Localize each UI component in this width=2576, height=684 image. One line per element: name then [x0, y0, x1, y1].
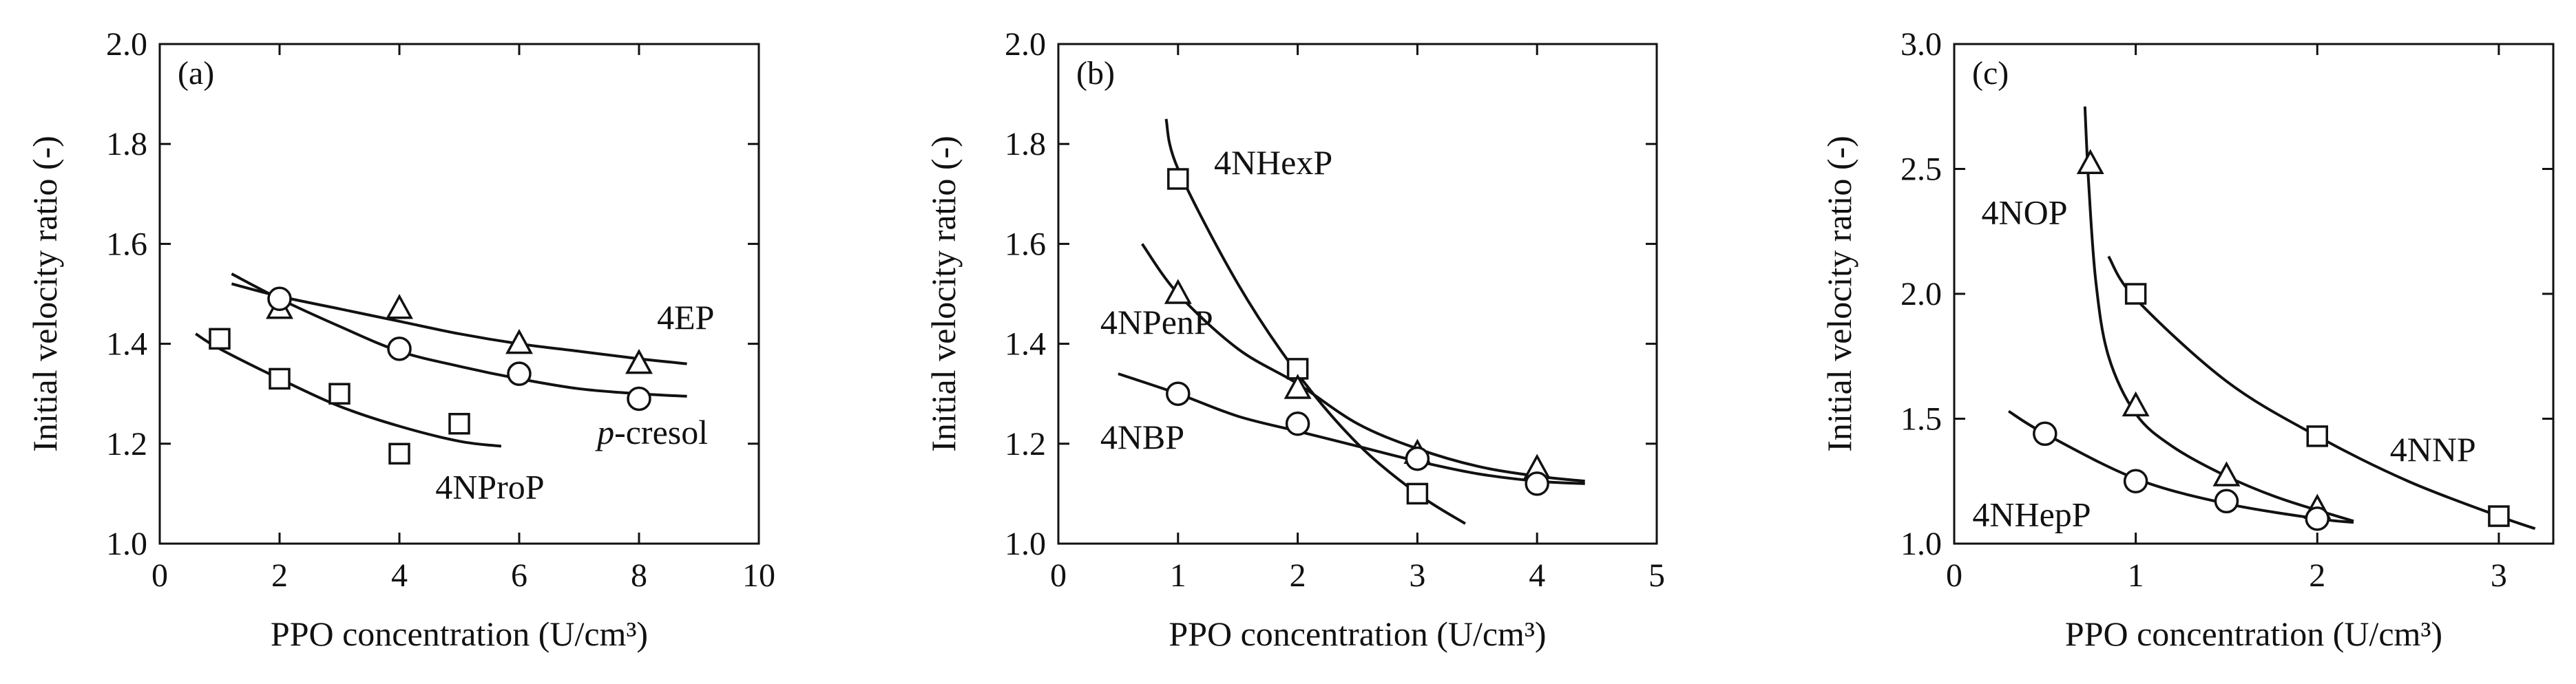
panel-label: (c): [1972, 55, 2009, 92]
data-point-4NHepP: [2123, 469, 2148, 493]
y-tick-label: 1.0: [1005, 526, 1046, 562]
series-label-4EP: 4EP: [657, 298, 714, 336]
data-point-4NProP: [448, 413, 470, 435]
x-tick-label: 0: [151, 557, 168, 594]
data-point-4NHepP: [2305, 506, 2330, 531]
data-point-4EP: [505, 328, 533, 354]
data-point-4NHepP: [2214, 489, 2239, 514]
x-axis-title: PPO concentration (U/cm³): [1169, 614, 1546, 653]
y-tick-label: 1.2: [1005, 426, 1046, 462]
data-point-4NOP: [2212, 461, 2241, 487]
x-tick-label: 2: [271, 557, 288, 594]
fit-curve-4NNP: [2107, 255, 2536, 531]
series-label-4NOP: 4NOP: [1982, 193, 2068, 231]
data-point-p-cresol: [627, 386, 651, 412]
y-tick-label: 1.2: [106, 426, 147, 462]
x-tick-label: 4: [391, 557, 408, 594]
y-tick-label: 2.0: [106, 26, 147, 63]
data-point-4EP: [386, 294, 413, 319]
y-tick-label: 3.0: [1900, 26, 1942, 63]
data-point-p-cresol: [507, 361, 532, 386]
x-tick-label: 0: [1050, 557, 1067, 594]
x-tick-label: 0: [1946, 557, 1962, 594]
x-tick-label: 2: [1290, 557, 1306, 594]
data-point-4NNP: [2306, 425, 2329, 447]
data-point-4NProP: [328, 383, 350, 405]
x-tick-label: 4: [1529, 557, 1545, 594]
fit-curve-4NPenP: [1141, 243, 1585, 483]
x-tick-label: 5: [1648, 557, 1665, 594]
series-label-4NNP: 4NNP: [2390, 430, 2476, 469]
y-tick-label: 2.5: [1900, 151, 1942, 188]
x-tick-label: 2: [2309, 557, 2325, 594]
fit-curve-4EP: [231, 282, 687, 365]
panel-c: 0 1 2 3 1.0 1.5 2.0 2.5 3.0 PPO concentration (U/…: [1820, 26, 2555, 653]
series-label-4NHepP: 4NHepP: [1972, 495, 2091, 534]
x-tick-label: 8: [631, 557, 647, 594]
data-point-p-cresol: [267, 286, 292, 312]
series-label-4NHexP: 4NHexP: [1214, 143, 1332, 182]
y-tick-label: 1.0: [106, 526, 147, 562]
data-point-4EP: [625, 349, 653, 374]
data-point-4NOP: [2076, 149, 2104, 174]
data-point-4NPenP: [1164, 279, 1192, 304]
data-point-4NHepP: [2033, 421, 2057, 447]
fit-curve-4NBP: [1118, 372, 1585, 485]
x-tick-label: 10: [742, 557, 775, 594]
data-point-4NPenP: [1284, 374, 1312, 399]
y-tick-label: 1.5: [1900, 401, 1942, 438]
y-tick-label: 2.0: [1005, 26, 1046, 63]
plot-frame: [158, 43, 760, 545]
y-tick-label: 1.6: [1005, 226, 1046, 262]
y-axis-title: Initial velocity ratio (-): [25, 136, 64, 452]
y-tick-label: 1.8: [106, 126, 147, 162]
data-point-4NProP: [209, 328, 231, 350]
y-tick-label: 1.8: [1005, 126, 1046, 162]
panel-label: (b): [1076, 55, 1115, 92]
data-point-4NOP: [2122, 391, 2150, 417]
x-tick-label: 1: [2128, 557, 2144, 594]
fit-curve-p-cresol: [231, 272, 687, 398]
series-label-4NBP: 4NBP: [1100, 418, 1184, 456]
series-label-p-cresol: p-cresol: [595, 413, 708, 451]
panel-a: 0 2 4 6 8 10 1.0 1.2 1.4 1.6 1.8 2.0 PPO concentrati…: [25, 26, 775, 653]
x-axis-title: PPO concentration (U/cm³): [271, 614, 648, 653]
x-axis-title: PPO concentration (U/cm³): [2065, 614, 2442, 653]
y-tick-label: 2.0: [1900, 276, 1942, 312]
data-point-4NBP: [1166, 381, 1191, 406]
fit-curve-4NOP: [2083, 106, 2354, 523]
plot-frame: [1057, 43, 1658, 545]
y-tick-label: 1.0: [1900, 526, 1942, 562]
data-point-4NNP: [2488, 505, 2510, 527]
y-tick-label: 1.6: [106, 226, 147, 262]
data-point-4NBP: [1405, 446, 1430, 471]
data-point-p-cresol: [387, 336, 412, 361]
data-point-4NBP: [1525, 471, 1549, 496]
data-point-4NHexP: [1167, 168, 1189, 190]
x-tick-label: 3: [1409, 557, 1425, 594]
data-point-4NProP: [269, 367, 291, 390]
x-tick-label: 6: [511, 557, 527, 594]
series-label-4NPenP: 4NPenP: [1100, 303, 1213, 341]
panel-label: (a): [178, 55, 214, 92]
y-tick-label: 1.4: [106, 326, 147, 363]
data-point-4NHexP: [1406, 482, 1429, 505]
panel-b: 0 1 2 3 4 5 1.0 1.2 1.4 1.6 1.8 2.0 PPO concentratio…: [924, 26, 1665, 653]
data-point-4NProP: [388, 442, 410, 465]
data-point-4NNP: [2124, 283, 2147, 305]
data-point-4NBP: [1285, 412, 1310, 436]
series-label-4NProP: 4NProP: [435, 468, 544, 506]
y-axis-title: Initial velocity ratio (-): [924, 136, 963, 452]
x-tick-label: 1: [1170, 557, 1186, 594]
x-tick-label: 3: [2491, 557, 2507, 594]
y-tick-label: 1.4: [1005, 326, 1046, 363]
y-axis-title: Initial velocity ratio (-): [1820, 136, 1858, 452]
